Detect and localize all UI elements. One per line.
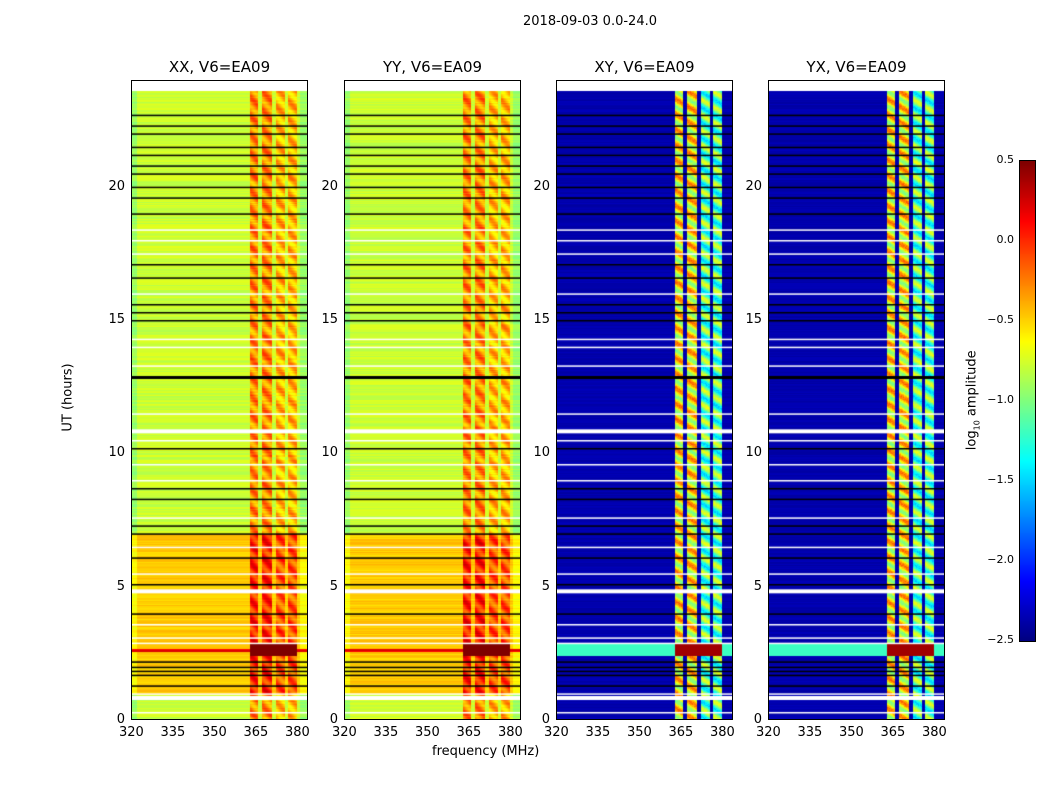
- panel-title: YX, V6=EA09: [806, 58, 907, 76]
- plot-frame: [344, 80, 521, 720]
- x-tick-label: 350: [626, 725, 652, 740]
- colorbar: [1019, 160, 1036, 642]
- colorbar-label: log10 amplitude: [964, 350, 982, 451]
- y-tick-label: 10: [533, 445, 550, 461]
- x-tick-label: 365: [668, 725, 694, 740]
- x-axis-label: frequency (MHz): [432, 744, 540, 759]
- heatmap: [131, 80, 308, 720]
- x-tick-label: 320: [332, 725, 357, 740]
- x-tick-label: 335: [585, 725, 611, 740]
- colorbar-tick-label: −1.5: [987, 473, 1014, 486]
- panel-title: XX, V6=EA09: [168, 58, 271, 76]
- x-tick-label: 365: [243, 725, 269, 740]
- panel-yy: YY, V6=EA09 320 335 350 365 380 0 5 10 15 20: [321, 58, 522, 740]
- y-tick-label: 20: [745, 178, 762, 194]
- y-tick-label: 15: [533, 312, 550, 327]
- colorbar-tick-label: 0.0: [996, 233, 1015, 246]
- y-tick-label: 5: [116, 578, 125, 594]
- y-tick-label: 10: [321, 445, 338, 461]
- panel-yx: YX, V6=EA09 320 335 350 365 380 0 5 10 15 20: [745, 58, 946, 740]
- x-tick-label: 350: [201, 725, 227, 740]
- plot-frame: [556, 80, 733, 720]
- x-tick-label: 350: [838, 725, 864, 740]
- y-tick-label: 0: [329, 712, 338, 727]
- y-tick-label: 15: [745, 312, 762, 327]
- figure-title: 2018-09-03 0.0-24.0: [523, 14, 657, 29]
- x-tick-label: 365: [456, 725, 482, 740]
- heatmap: [556, 80, 733, 720]
- plot-frame: [131, 80, 308, 720]
- y-tick-label: 15: [321, 312, 338, 327]
- y-tick-label: 20: [533, 178, 550, 194]
- y-tick-label: 20: [108, 178, 125, 194]
- x-tick-label: 365: [880, 725, 906, 740]
- y-tick-label: 0: [753, 712, 762, 727]
- colorbar-tick-label: −2.5: [987, 633, 1014, 646]
- x-tick-label: 380: [921, 725, 947, 740]
- plot-frame: [768, 80, 945, 720]
- y-tick-label: 5: [329, 578, 338, 594]
- colorbar-tick-label: −2.0: [987, 553, 1014, 566]
- y-axis-label: UT (hours): [60, 363, 76, 432]
- x-tick-label: 350: [414, 725, 440, 740]
- x-tick-label: 380: [284, 725, 310, 740]
- y-tick-label: 10: [745, 445, 762, 461]
- colorbar-tick-label: −0.5: [987, 313, 1014, 326]
- x-tick-label: 320: [544, 725, 569, 740]
- x-tick-label: 380: [709, 725, 735, 740]
- panel-xx: XX, V6=EA09 320 335 350 365 380 0 5 10 15 20: [108, 58, 309, 740]
- colorbar-tick-label: 0.5: [996, 153, 1015, 166]
- x-tick-label: 335: [160, 725, 186, 740]
- heatmap: [344, 80, 521, 720]
- y-tick-label: 5: [541, 578, 550, 594]
- heatmap: [768, 80, 945, 720]
- x-tick-label: 335: [373, 725, 399, 740]
- x-tick-label: 335: [797, 725, 823, 740]
- x-tick-label: 380: [497, 725, 523, 740]
- x-tick-label: 320: [756, 725, 781, 740]
- panel-title: YY, V6=EA09: [382, 58, 483, 76]
- panel-xy: XY, V6=EA09 320 335 350 365 380 0 5 10 15 20: [533, 58, 734, 740]
- y-tick-label: 0: [116, 712, 125, 727]
- x-tick-label: 320: [119, 725, 144, 740]
- y-tick-label: 0: [541, 712, 550, 727]
- colorbar-tick-label: −1.0: [987, 393, 1014, 406]
- panel-title: XY, V6=EA09: [594, 58, 695, 76]
- y-tick-label: 10: [108, 445, 125, 461]
- y-tick-label: 15: [108, 312, 125, 327]
- y-tick-label: 20: [321, 178, 338, 194]
- y-tick-label: 5: [753, 578, 762, 594]
